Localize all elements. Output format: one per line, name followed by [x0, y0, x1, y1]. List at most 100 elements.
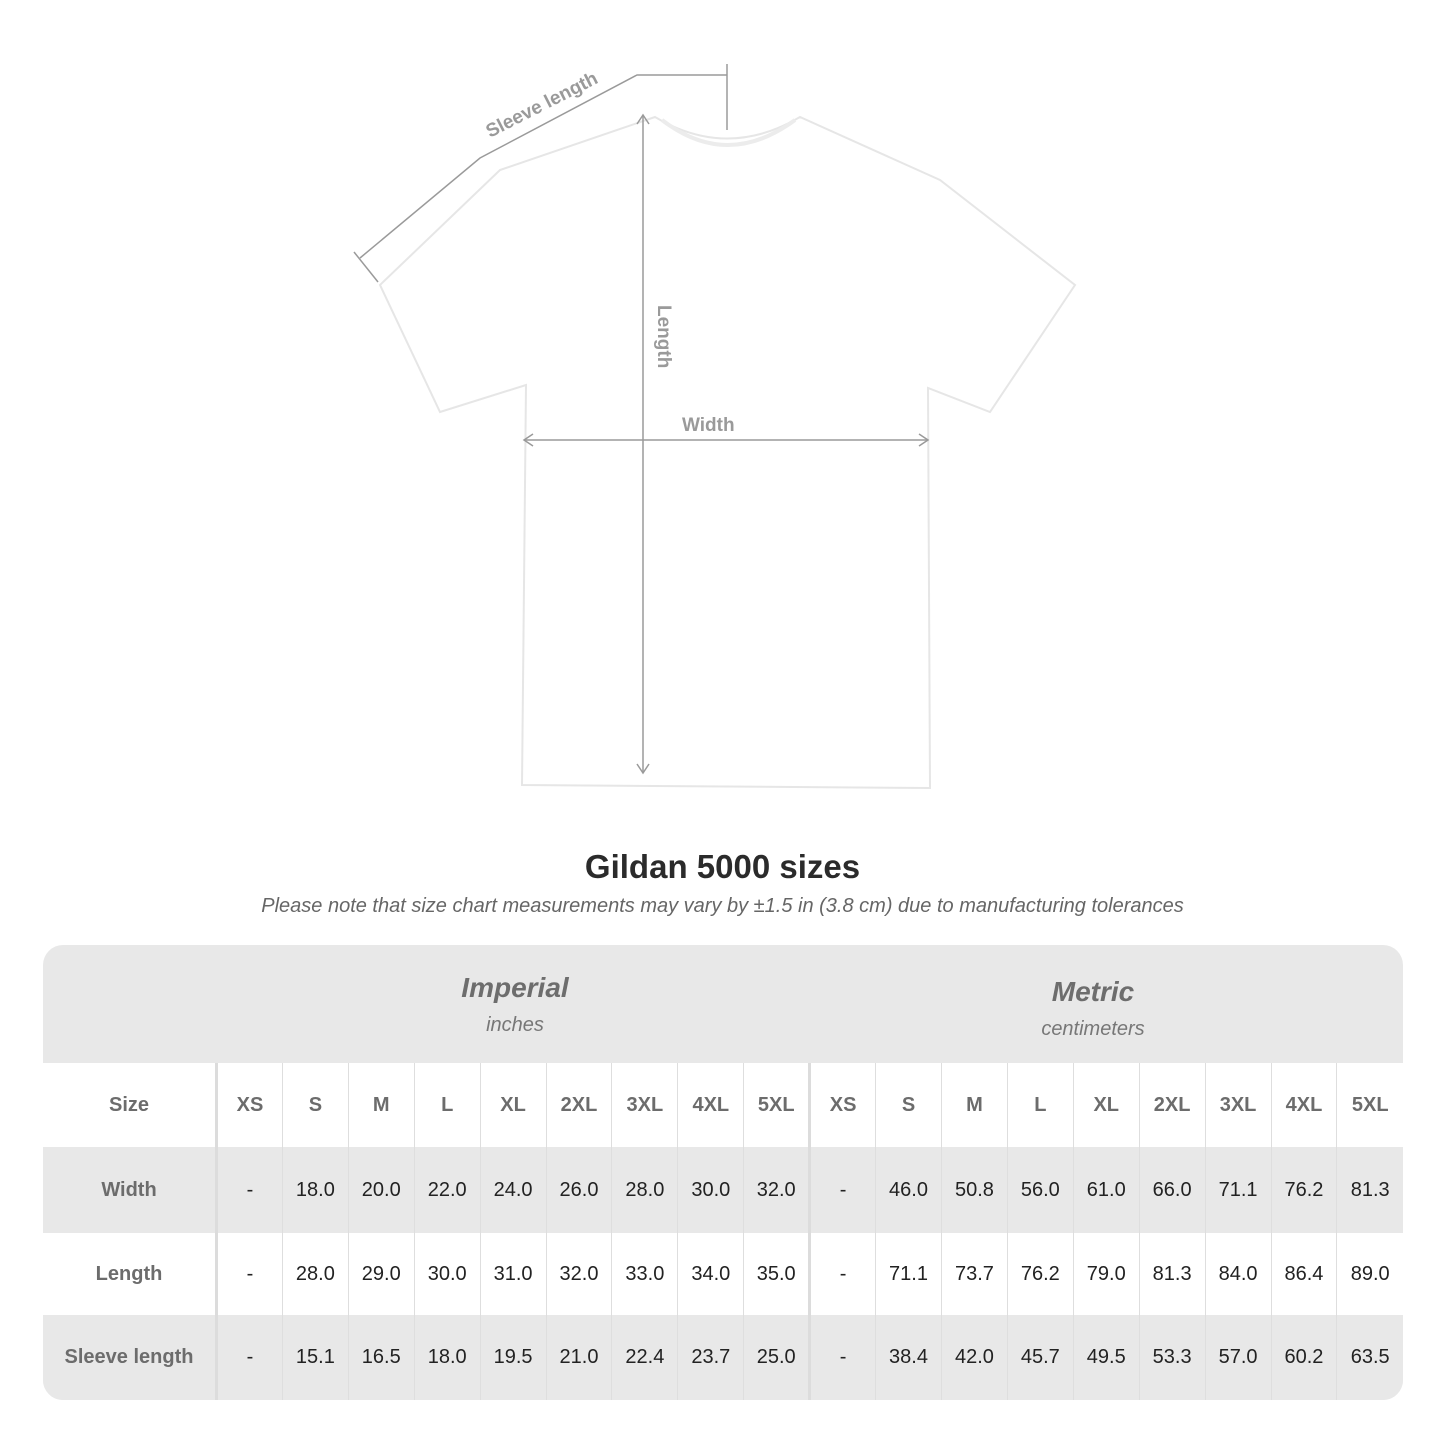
table-row: Length -28.0 29.0 30.0 31.0 32.0 33.0 34.0 35.0-… — [43, 1233, 1403, 1315]
metric-size-header: 5XL — [1336, 1063, 1403, 1147]
page-title: Gildan 5000 sizes — [584, 848, 861, 885]
imperial-value-cell: 30.0 — [413, 1233, 481, 1315]
metric-size-header: 4XL — [1270, 1063, 1337, 1147]
metric-size-header: 2XL — [1138, 1063, 1206, 1147]
metric-value-cell: 46.0 — [875, 1147, 942, 1233]
tshirt-collar — [660, 118, 797, 147]
imperial-value-cell: 29.0 — [347, 1233, 415, 1315]
imperial-value-cell: 25.0 — [743, 1315, 810, 1400]
imperial-value-cell: 33.0 — [611, 1233, 678, 1315]
metric-size-header: XL — [1072, 1063, 1140, 1147]
metric-value-cell: - — [808, 1315, 876, 1400]
width-label: Width — [682, 415, 735, 436]
imperial-value-cell: 32.0 — [545, 1233, 612, 1315]
imperial-size-header: 5XL — [743, 1063, 810, 1147]
metric-value-cell: 50.8 — [940, 1147, 1008, 1233]
metric-value-cell: 61.0 — [1072, 1147, 1140, 1233]
table-row: Sleeve length -15.1 16.5 18.0 19.5 21.0 22.4 23… — [43, 1315, 1403, 1400]
imperial-value-cell: 15.1 — [281, 1315, 349, 1400]
metric-value-cell: 63.5 — [1336, 1315, 1403, 1400]
imperial-value-cell: 18.0 — [413, 1315, 481, 1400]
metric-value-cell: 45.7 — [1006, 1315, 1074, 1400]
metric-value-cell: 56.0 — [1006, 1147, 1074, 1233]
size-table: Size XS S M L XL 2XL 3XL 4XL 5XL XS S M L XL 2XL 3XL 4XL 5… — [43, 1063, 1403, 1400]
metric-value-cell: 71.1 — [875, 1233, 942, 1315]
row-label: Length — [43, 1233, 218, 1315]
imperial-header: Imperial inches — [215, 945, 815, 1090]
metric-value-cell: 53.3 — [1138, 1315, 1206, 1400]
imperial-value-cell: - — [216, 1233, 283, 1315]
imperial-size-header: XL — [479, 1063, 547, 1147]
metric-value-cell: 89.0 — [1336, 1233, 1403, 1315]
metric-size-header: S — [875, 1063, 942, 1147]
arrow-icon — [636, 763, 650, 775]
metric-value-cell: 66.0 — [1138, 1147, 1206, 1233]
arrow-icon — [918, 433, 930, 447]
metric-value-cell: 57.0 — [1204, 1315, 1271, 1400]
arrow-icon — [522, 433, 534, 447]
metric-size-header: L — [1006, 1063, 1074, 1147]
metric-size-header: 3XL — [1204, 1063, 1271, 1147]
imperial-value-cell: 31.0 — [479, 1233, 547, 1315]
row-label: Width — [43, 1147, 218, 1233]
metric-value-cell: 71.1 — [1204, 1147, 1271, 1233]
imperial-value-cell: 24.0 — [479, 1147, 547, 1233]
imperial-value-cell: 34.0 — [677, 1233, 744, 1315]
metric-value-cell: 79.0 — [1072, 1233, 1140, 1315]
imperial-size-header: 4XL — [677, 1063, 744, 1147]
size-chart: Imperial inches Metric centimeters Size X… — [43, 945, 1403, 1400]
imperial-value-cell: 30.0 — [677, 1147, 744, 1233]
imperial-value-cell: 22.4 — [611, 1315, 678, 1400]
metric-header: Metric centimeters — [810, 945, 1376, 1094]
metric-value-cell: 60.2 — [1270, 1315, 1337, 1400]
row-label: Sleeve length — [43, 1315, 218, 1400]
metric-size-header: XS — [808, 1063, 876, 1147]
metric-value-cell: 49.5 — [1072, 1315, 1140, 1400]
imperial-value-cell: 32.0 — [743, 1147, 810, 1233]
imperial-value-cell: 35.0 — [743, 1233, 810, 1315]
imperial-size-header: M — [347, 1063, 415, 1147]
metric-value-cell: - — [808, 1147, 876, 1233]
imperial-value-cell: 28.0 — [611, 1147, 678, 1233]
metric-value-cell: 86.4 — [1270, 1233, 1337, 1315]
imperial-size-header: 2XL — [545, 1063, 612, 1147]
metric-value-cell: 84.0 — [1204, 1233, 1271, 1315]
metric-value-cell: 42.0 — [940, 1315, 1008, 1400]
imperial-size-header: XS — [216, 1063, 283, 1147]
tshirt-diagram: Sleeve length Length Width — [353, 64, 1077, 790]
imperial-size-header: 3XL — [611, 1063, 678, 1147]
imperial-value-cell: 18.0 — [281, 1147, 349, 1233]
imperial-value-cell: - — [216, 1315, 283, 1400]
metric-value-cell: - — [808, 1233, 876, 1315]
metric-unit: centimeters — [1041, 1018, 1145, 1040]
metric-title: Metric — [1051, 976, 1135, 1007]
imperial-value-cell: 21.0 — [545, 1315, 612, 1400]
metric-value-cell: 81.3 — [1138, 1233, 1206, 1315]
table-row: Width -18.0 20.0 22.0 24.0 26.0 28.0 30.0 32.0-4… — [43, 1147, 1403, 1233]
metric-value-cell: 76.2 — [1270, 1147, 1337, 1233]
page-subtitle: Please note that size chart measurements… — [261, 895, 1184, 917]
imperial-size-header: L — [413, 1063, 481, 1147]
sleeve-label: Sleeve length — [483, 68, 602, 142]
metric-size-header: M — [940, 1063, 1008, 1147]
imperial-title: Imperial — [461, 972, 569, 1003]
imperial-value-cell: 22.0 — [413, 1147, 481, 1233]
imperial-value-cell: - — [216, 1147, 283, 1233]
metric-value-cell: 73.7 — [940, 1233, 1008, 1315]
sleeve-measure-line — [359, 74, 727, 259]
length-label: Length — [653, 305, 674, 368]
sleeve-measure-tick — [353, 251, 379, 283]
imperial-value-cell: 26.0 — [545, 1147, 612, 1233]
metric-value-cell: 38.4 — [875, 1315, 942, 1400]
imperial-unit: inches — [486, 1014, 544, 1036]
metric-value-cell: 81.3 — [1336, 1147, 1403, 1233]
imperial-value-cell: 19.5 — [479, 1315, 547, 1400]
imperial-size-header: S — [281, 1063, 349, 1147]
imperial-value-cell: 16.5 — [347, 1315, 415, 1400]
imperial-value-cell: 28.0 — [281, 1233, 349, 1315]
size-header-row: Size XS S M L XL 2XL 3XL 4XL 5XL XS S M L XL 2XL 3XL 4XL 5… — [43, 1063, 1403, 1147]
arrow-icon — [636, 113, 650, 125]
metric-value-cell: 76.2 — [1006, 1233, 1074, 1315]
imperial-value-cell: 20.0 — [347, 1147, 415, 1233]
size-header-label: Size — [43, 1063, 218, 1147]
